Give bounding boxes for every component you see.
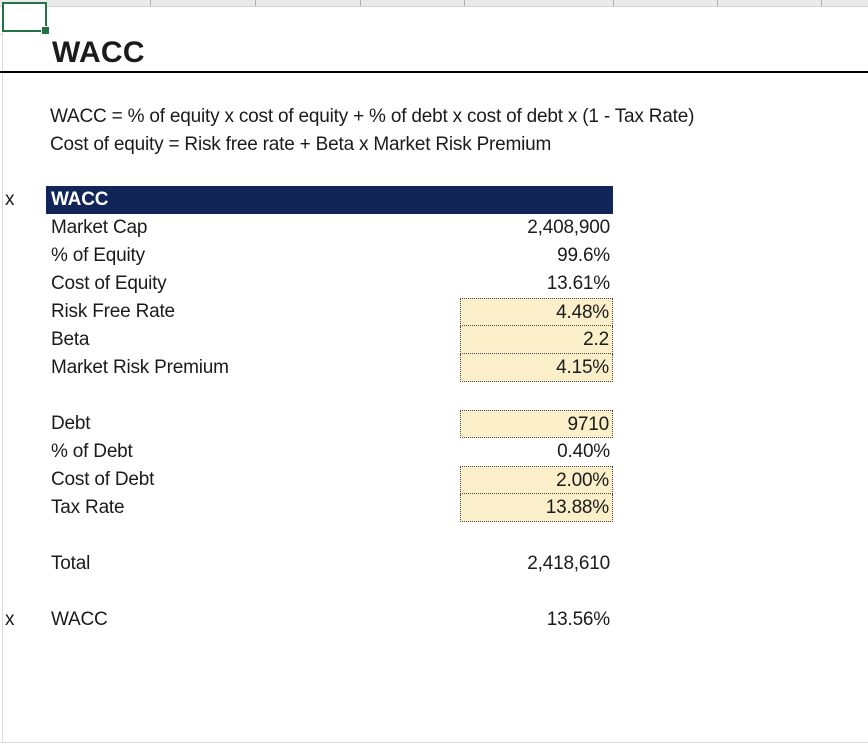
left-column-gridline [2,7,3,743]
row-label[interactable]: Market Risk Premium [51,357,229,378]
table-row: Market Cap 2,408,900 [46,214,613,242]
title-underline [0,71,868,73]
spacer-row [46,522,613,550]
row-gridline-stub [0,34,3,35]
row-label[interactable]: Cost of Equity [51,273,167,294]
input-cell[interactable]: 9710 [460,410,613,438]
column-gridline-tick [464,0,465,6]
selected-cell[interactable] [2,2,50,35]
table-row: Total 2,418,610 [46,550,613,578]
input-cell[interactable]: 4.15% [460,354,613,382]
table-header-cell[interactable]: WACC [46,186,613,214]
row-label[interactable]: Market Cap [51,217,148,238]
input-cell[interactable]: 4.48% [460,298,613,326]
row-label[interactable]: Risk Free Rate [51,301,175,322]
margin-marker-top[interactable]: x [5,189,15,210]
input-cell[interactable]: 2.2 [460,326,613,354]
row-label[interactable]: WACC [51,609,108,630]
input-cell[interactable]: 2.00% [460,466,613,494]
column-gridline-tick [150,0,151,6]
value-cell[interactable]: 13.56% [546,609,610,630]
value-cell[interactable]: 2,418,610 [527,553,610,574]
table-row: Beta 2.2 [46,326,613,354]
table-row: Tax Rate 13.88% [46,494,613,522]
table-row: % of Debt 0.40% [46,438,613,466]
row-label[interactable]: % of Debt [51,441,133,462]
row-label[interactable]: % of Equity [51,245,145,266]
table-row: % of Equity 99.6% [46,242,613,270]
wacc-table: WACC Market Cap 2,408,900 % of Equity 99.6%… [46,186,613,634]
wacc-formula-text: WACC = % of equity x cost of equity + % … [50,106,695,127]
formula-block: WACC = % of equity x cost of equity + % … [50,103,694,159]
column-gridline-tick [255,0,256,6]
row-label[interactable]: Total [51,553,91,574]
column-gridline-tick [360,0,361,6]
value-cell[interactable]: 2,408,900 [527,217,610,238]
margin-marker-bottom[interactable]: x [5,609,15,630]
table-row: Debt 9710 [46,410,613,438]
input-cell[interactable]: 13.88% [460,494,613,522]
table-row: Market Risk Premium 4.15% [46,354,613,382]
table-rows: Market Cap 2,408,900 % of Equity 99.6% Cost … [46,214,613,634]
column-gridline-tick [717,0,718,6]
row-label[interactable]: Tax Rate [51,497,125,518]
value-cell[interactable]: 13.61% [546,273,610,294]
table-row: Cost of Debt 2.00% [46,466,613,494]
page-title: WACC [52,36,145,69]
cost-of-equity-formula-text: Cost of equity = Risk free rate + Beta x… [50,134,552,155]
table-row: Risk Free Rate 4.48% [46,298,613,326]
table-row: WACC 13.56% [46,606,613,634]
fill-handle[interactable] [41,26,50,35]
top-row-gridline-band [0,0,868,7]
table-row: Cost of Equity 13.61% [46,270,613,298]
row-label[interactable]: Cost of Debt [51,469,155,490]
spacer-row [46,382,613,410]
bottom-row-gridline [0,742,868,743]
column-gridline-tick [613,0,614,6]
row-label[interactable]: Beta [51,329,90,350]
spacer-row [46,578,613,606]
column-gridline-tick [821,0,822,6]
value-cell[interactable]: 0.40% [557,441,610,462]
value-cell[interactable]: 99.6% [557,245,610,266]
row-label[interactable]: Debt [51,413,91,434]
